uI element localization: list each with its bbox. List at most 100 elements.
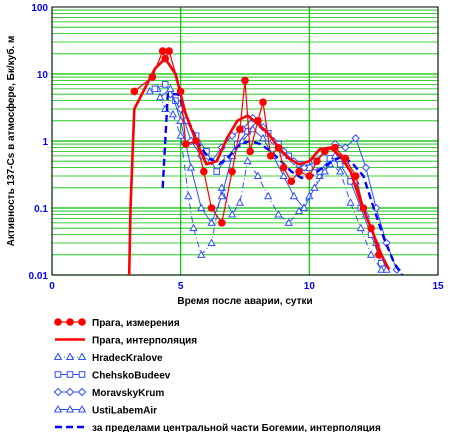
legend-swatch-marker: [65, 352, 75, 360]
legend-label: за пределами центральной части Богемии, …: [92, 423, 381, 432]
data-point: [184, 191, 193, 200]
data-point: [279, 171, 288, 180]
legend-item: HradecKralove: [53, 352, 163, 364]
data-point: [186, 163, 196, 171]
data-point: [284, 218, 293, 226]
data-point: [192, 137, 200, 145]
data-point: [227, 209, 237, 218]
legend-label: HradecKralove: [92, 353, 163, 364]
data-point: [158, 47, 167, 55]
data-point: [336, 167, 345, 175]
data-point: [161, 81, 169, 88]
legend-item: Прага, измерения: [54, 318, 180, 329]
legend-swatch-marker: [77, 352, 87, 360]
data-point: [310, 183, 319, 191]
x-tick-label: 10: [304, 281, 316, 292]
y-tick-label: 0.1: [34, 204, 48, 215]
data-point: [148, 73, 157, 81]
data-point: [341, 143, 350, 152]
data-point: [346, 198, 355, 206]
data-point: [356, 223, 365, 232]
legend-item: MoravskyKrum: [53, 387, 164, 399]
data-point: [200, 167, 208, 176]
legend-item: UstiLabemAir: [53, 404, 157, 417]
data-point: [155, 92, 165, 101]
data-point: [259, 98, 267, 106]
legend-swatch-marker: [78, 371, 86, 378]
data-point: [246, 147, 254, 156]
legend-label: Прага, интерполяция: [92, 336, 197, 347]
series-0: [130, 47, 383, 259]
data-point: [266, 152, 275, 160]
data-point: [367, 224, 375, 232]
data-point: [320, 167, 329, 175]
y-tick-label: 100: [31, 3, 48, 14]
data-point: [305, 172, 314, 180]
legend-item: Прага, интерполяция: [55, 336, 197, 347]
data-point: [241, 76, 249, 85]
data-point: [375, 251, 383, 259]
legend-swatch-marker: [53, 387, 63, 397]
legend-swatch-marker: [77, 387, 87, 397]
data-point: [351, 134, 360, 143]
legend-swatch-marker: [65, 404, 75, 413]
data-point: [161, 54, 170, 63]
legend-swatch-marker: [66, 371, 74, 378]
data-point: [228, 167, 236, 176]
data-point: [289, 191, 299, 200]
x-tick-label: 5: [178, 281, 184, 292]
legend-swatch-marker: [78, 318, 86, 326]
legend-swatch-marker: [53, 352, 63, 360]
data-point: [168, 109, 178, 118]
data-point: [279, 163, 288, 172]
data-point: [145, 86, 154, 95]
data-point: [197, 250, 206, 258]
y-tick-label: 0.01: [29, 271, 49, 282]
data-point: [176, 116, 185, 124]
data-point: [248, 124, 257, 133]
data-point: [236, 125, 244, 134]
data-point: [207, 238, 216, 247]
data-point: [287, 177, 296, 186]
data-point: [176, 87, 185, 96]
legend-label: MoravskyKrum: [92, 388, 164, 399]
legend-swatch-marker: [54, 318, 62, 326]
series-line: [127, 57, 391, 275]
data-point: [151, 85, 159, 93]
legend-swatch-marker: [53, 404, 63, 413]
x-tick-label: 15: [432, 281, 444, 292]
data-point: [330, 151, 340, 159]
data-point: [207, 204, 216, 212]
plot-frame: [51, 6, 439, 276]
y-axis-label: Активность 137-Cs в атмосфере, Бк/куб. м: [5, 36, 17, 247]
data-point: [336, 160, 344, 168]
data-point: [165, 47, 173, 55]
data-point: [176, 131, 185, 139]
data-point: [313, 157, 321, 165]
data-point: [253, 171, 263, 180]
legend-label: UstiLabemAir: [92, 406, 157, 417]
legend-swatch-marker: [54, 371, 62, 378]
legend-label: Прага, измерения: [92, 318, 180, 329]
legend-swatch-marker: [77, 404, 87, 413]
legend-swatch-marker: [65, 387, 75, 397]
data-point: [300, 203, 309, 211]
data-point: [166, 84, 175, 92]
legend-label: ChehskoBudeev: [92, 371, 171, 382]
grid-group: [51, 7, 439, 276]
data-point: [320, 147, 329, 156]
data-point: [197, 203, 206, 211]
data-point: [258, 133, 268, 142]
data-point: [207, 218, 216, 226]
data-point: [331, 143, 339, 152]
data-point: [189, 223, 198, 232]
data-point: [254, 117, 262, 125]
data-point: [366, 250, 376, 258]
data-point: [243, 156, 252, 165]
data-point: [299, 163, 309, 172]
legend-swatch-marker: [66, 318, 74, 326]
legend: Прага, измерения Прага, интерполяция Hrade…: [53, 318, 381, 432]
legend-item: за пределами центральной части Богемии, …: [55, 423, 381, 432]
